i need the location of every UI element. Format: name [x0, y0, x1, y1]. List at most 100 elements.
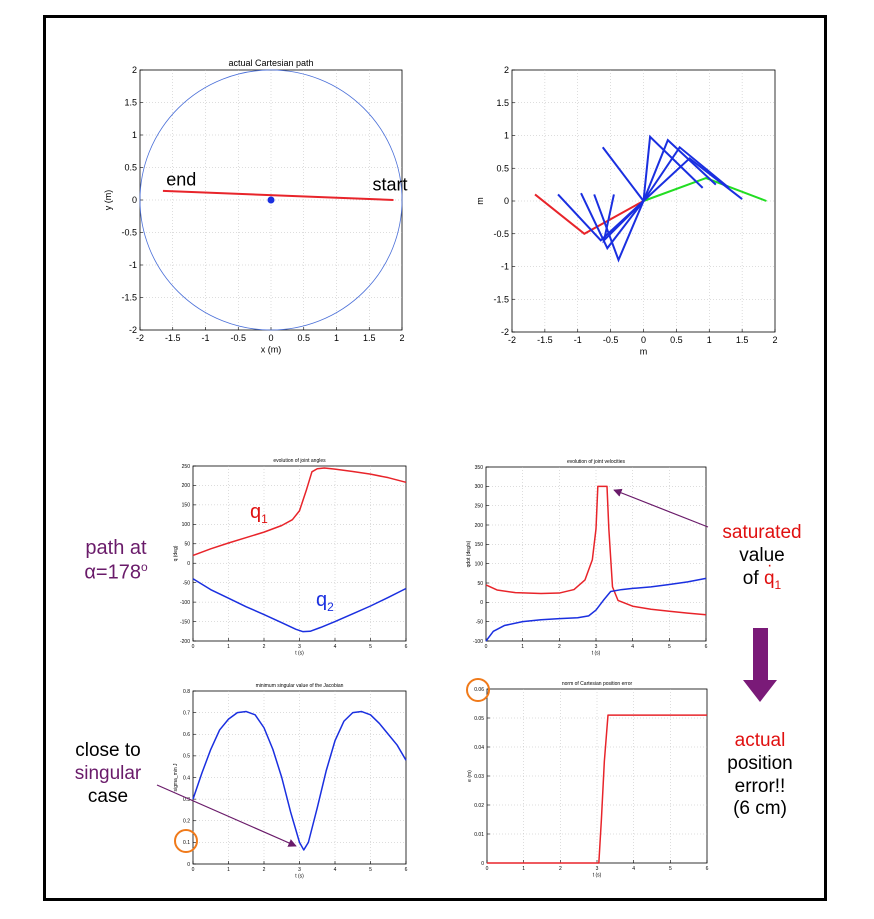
x-tick-label-error: 6 [706, 866, 709, 872]
y-axis-label-singular: sigma_min J [173, 763, 179, 792]
value-text: value [739, 544, 785, 566]
arm-config-7 [642, 134, 704, 202]
y-tick-label-error: 0.06 [474, 687, 484, 693]
chart-arm: -2 -1.5 -1 -0.5 0 0.5 1 1.5 2 -2 -1.5 -1 -0.5 0 0.5 1 1.… [475, 65, 777, 357]
q2-label: q2 [316, 588, 334, 614]
y-tick-label-velocities: 0 [480, 600, 483, 606]
chart-velocities: 0 1 2 3 4 5 6 -100 -50 0 50 100 150 200 250 300 350 evolu… [466, 459, 708, 657]
x-axis-label-arm: m [640, 347, 648, 357]
down-arrow-icon [743, 628, 777, 702]
y-tick-label-angles: 100 [182, 522, 191, 528]
q2-sub: 2 [327, 600, 334, 614]
x-tick-label-angles: 3 [298, 644, 301, 650]
x-tick-label-arm: 0 [641, 335, 646, 345]
y-axis-label-velocities: qdot (deg/s) [466, 540, 472, 567]
alpha-value: α=178 [84, 561, 141, 584]
y-tick-label-arm: -0.5 [493, 229, 509, 239]
x-tick-label-cartesian: -0.5 [230, 333, 246, 343]
x-tick-label-velocities: 0 [485, 644, 488, 650]
x-axis-label-error: t (s) [593, 873, 602, 879]
x-tick-label-cartesian: -1.5 [165, 333, 181, 343]
x-tick-label-arm: 1 [707, 335, 712, 345]
x-tick-label-singular: 0 [192, 867, 195, 873]
singular-arrow [156, 784, 297, 847]
x-tick-label-angles: 5 [369, 644, 372, 650]
y-tick-label-velocities: 350 [475, 465, 484, 471]
actual-text: actual [734, 730, 786, 751]
series-line-angles-1 [192, 578, 407, 633]
x-tick-label-cartesian: 0.5 [297, 333, 310, 343]
arm-config-6 [601, 146, 645, 202]
x-tick-label-angles: 6 [405, 644, 408, 650]
arm-config-0 [534, 193, 644, 235]
q1-sub: 1 [261, 512, 268, 526]
y-tick-label-cartesian: 0.5 [124, 163, 137, 173]
y-tick-label-error: 0.05 [474, 716, 484, 722]
y-tick-label-arm: 0.5 [496, 163, 509, 173]
y-tick-label-cartesian: -0.5 [121, 228, 137, 238]
chart-singular: 0 1 2 3 4 5 6 0 0.1 0.2 0.3 0.4 0.5 0.6 0.7 0.8 minimum … [173, 683, 408, 880]
close-to-singular-label: close to singular case [62, 740, 154, 808]
y-tick-label-singular: 0.7 [183, 710, 190, 716]
path-label-0: end [166, 170, 196, 190]
y-tick-label-singular: 0.5 [183, 754, 190, 760]
error-text: error!! [734, 775, 786, 797]
x-tick-label-error: 0 [486, 866, 489, 872]
singular-text: singular [74, 762, 142, 784]
highlight-circle-sigma [174, 829, 198, 853]
arm-config-3 [580, 192, 645, 251]
x-tick-label-singular: 4 [334, 867, 337, 873]
y-tick-label-cartesian: 1 [132, 130, 137, 140]
y-tick-label-angles: -50 [183, 580, 190, 586]
arm-config-9 [642, 145, 730, 202]
saturated-arrow [613, 488, 709, 528]
y-axis-label-arm: m [475, 197, 485, 205]
series-line-velocities-1 [485, 577, 707, 642]
alpha-text: α=178o [70, 560, 162, 585]
y-tick-label-singular: 0.3 [183, 797, 190, 803]
qdot-dot: · [766, 556, 773, 574]
position-text: position [727, 752, 793, 774]
q1-label: q1 [250, 500, 268, 526]
x-tick-label-cartesian: 1 [334, 333, 339, 343]
arm-config-5 [602, 194, 645, 244]
chart-title-error: norm of Cartesian position error [562, 681, 633, 687]
y-tick-label-cartesian: -1 [129, 260, 137, 270]
x-tick-label-velocities: 3 [595, 644, 598, 650]
chart-error: 0 1 2 3 4 5 6 0 0.01 0.02 0.03 0.04 0.05 0.06 norm of … [467, 681, 709, 879]
path-label-1: start [373, 174, 408, 194]
x-tick-label-velocities: 4 [631, 644, 634, 650]
y-tick-label-velocities: -50 [476, 619, 483, 625]
x-axis-label-singular: t (s) [295, 874, 304, 880]
x-axis-label-cartesian: x (m) [261, 345, 282, 355]
y-axis-label-cartesian: y (m) [103, 190, 113, 211]
y-tick-label-arm: 1.5 [496, 98, 509, 108]
y-tick-label-velocities: 250 [475, 503, 484, 509]
x-axis-label-angles: t (s) [295, 651, 304, 657]
y-tick-label-velocities: -100 [473, 639, 483, 645]
x-tick-label-cartesian: 2 [399, 333, 404, 343]
y-tick-label-singular: 0.2 [183, 819, 190, 825]
y-axis-label-error: e (m) [467, 770, 473, 782]
y-tick-label-cartesian: 2 [132, 65, 137, 75]
x-tick-label-singular: 6 [405, 867, 408, 873]
y-tick-label-velocities: 100 [475, 561, 484, 567]
path-at-label: path at α=178o [70, 536, 162, 585]
y-tick-label-angles: 150 [182, 503, 191, 509]
arm-config-10 [642, 157, 743, 202]
x-tick-label-arm: -1.5 [537, 335, 553, 345]
x-tick-label-arm: 0.5 [670, 335, 683, 345]
x-tick-label-arm: -1 [574, 335, 582, 345]
workspace-circle [139, 69, 403, 331]
y-tick-label-angles: 250 [182, 464, 191, 470]
qdot-sub: 1 [774, 577, 782, 592]
x-tick-label-angles: 2 [263, 644, 266, 650]
y-tick-label-cartesian: -1.5 [121, 293, 137, 303]
y-tick-label-angles: -100 [180, 600, 190, 606]
series-line-singular-0 [192, 710, 407, 851]
y-tick-label-angles: -200 [180, 639, 190, 645]
x-tick-label-arm: 2 [772, 335, 777, 345]
series-line-velocities-0 [485, 485, 707, 616]
x-tick-label-arm: -0.5 [603, 335, 619, 345]
